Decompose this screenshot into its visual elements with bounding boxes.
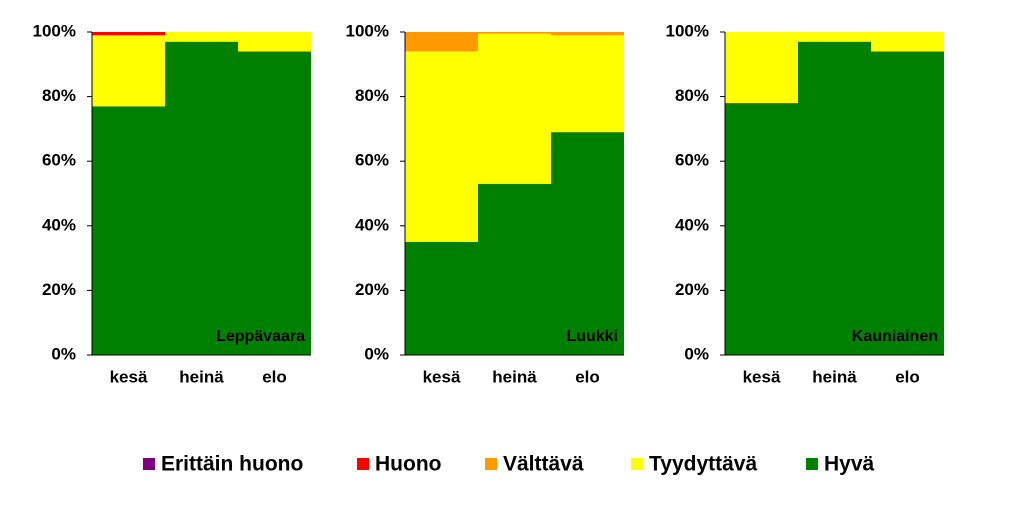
bar-segment (478, 183, 551, 355)
bar-segment (92, 32, 165, 36)
panel-label: Luukki (566, 328, 618, 345)
bar-segment (165, 32, 238, 42)
x-tick-label: elo (575, 367, 600, 386)
y-tick-label: 20% (42, 280, 76, 299)
panel-label: Kauniainen (852, 328, 938, 345)
legend-swatch (631, 458, 643, 470)
y-tick-label: 80% (355, 86, 389, 105)
y-tick-label: 80% (42, 86, 76, 105)
bar-segment (551, 32, 624, 36)
y-tick-label: 60% (675, 151, 709, 170)
legend-swatch (806, 458, 818, 470)
y-tick-label: 60% (42, 151, 76, 170)
x-tick-label: kesä (743, 367, 781, 386)
bar-segment (478, 33, 551, 184)
bar-segment (725, 32, 798, 104)
bar-segment (871, 32, 944, 52)
legend-swatch (485, 458, 497, 470)
y-tick-label: 100% (346, 21, 389, 40)
x-tick-label: heinä (179, 367, 224, 386)
y-tick-label: 100% (33, 21, 76, 40)
bar-segment (798, 41, 871, 355)
y-tick-label: 100% (666, 21, 709, 40)
bar-segment (478, 32, 551, 34)
legend-swatch (357, 458, 369, 470)
y-tick-label: 20% (675, 280, 709, 299)
x-tick-label: elo (262, 367, 287, 386)
bar-segment (238, 32, 311, 52)
y-tick-label: 40% (675, 215, 709, 234)
y-tick-label: 80% (675, 86, 709, 105)
bar-segment (238, 51, 311, 355)
y-tick-label: 20% (355, 280, 389, 299)
legend-label: Hyvä (824, 453, 875, 476)
x-tick-label: heinä (812, 367, 857, 386)
bar-segment (798, 32, 871, 42)
bar-segment (405, 51, 478, 242)
bar-segment (405, 32, 478, 52)
bar-segment (551, 35, 624, 133)
legend-label: Välttävä (503, 453, 584, 476)
y-tick-label: 0% (684, 344, 709, 363)
x-tick-label: kesä (423, 367, 461, 386)
bar-segment (92, 35, 165, 107)
legend-label: Erittäin huono (161, 453, 303, 476)
bar-segment (871, 51, 944, 355)
y-tick-label: 0% (51, 344, 76, 363)
bar-segment (165, 41, 238, 355)
bar-segment (92, 106, 165, 355)
legend-label: Tyydyttävä (649, 453, 757, 476)
y-tick-label: 40% (355, 215, 389, 234)
x-tick-label: heinä (492, 367, 537, 386)
x-tick-label: kesä (110, 367, 148, 386)
panel-label: Leppävaara (216, 328, 305, 345)
y-tick-label: 40% (42, 215, 76, 234)
bar-segment (405, 241, 478, 355)
y-tick-label: 0% (364, 344, 389, 363)
bar-segment (725, 103, 798, 355)
legend-swatch (143, 458, 155, 470)
y-tick-label: 60% (355, 151, 389, 170)
x-tick-label: elo (895, 367, 920, 386)
bar-segment (551, 132, 624, 355)
legend-label: Huono (375, 453, 441, 476)
